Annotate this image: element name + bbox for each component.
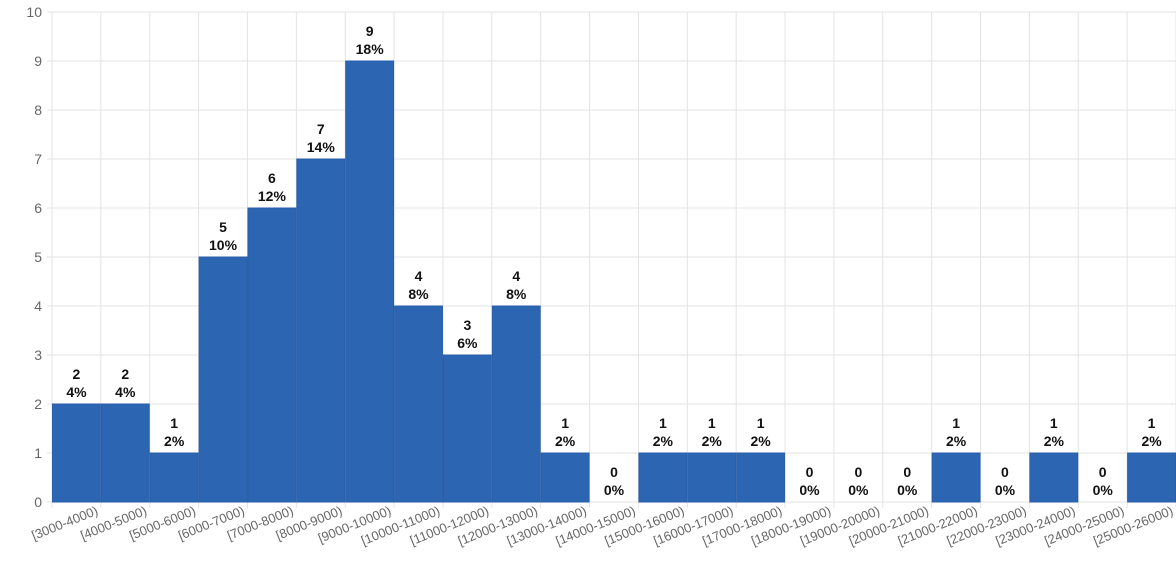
- y-tick-label: 7: [34, 151, 42, 167]
- y-tick-label: 3: [34, 347, 42, 363]
- y-tick-label: 4: [34, 298, 42, 314]
- bar-percent-label: 4%: [115, 384, 136, 400]
- bar-percent-label: 2%: [1141, 433, 1162, 449]
- bar-count-label: 1: [1148, 415, 1156, 431]
- bar-count-label: 0: [854, 464, 862, 480]
- bar-percent-label: 0%: [1093, 482, 1114, 498]
- bar-count-label: 2: [121, 366, 129, 382]
- bar: [296, 158, 346, 503]
- bar: [394, 305, 443, 503]
- bar-percent-label: 14%: [307, 139, 336, 155]
- bar: [100, 403, 150, 503]
- bar-percent-label: 10%: [209, 237, 238, 253]
- bar-count-label: 6: [268, 170, 276, 186]
- y-tick-label: 10: [26, 4, 42, 20]
- bar-count-label: 1: [708, 415, 716, 431]
- bar: [198, 256, 248, 503]
- bar: [1127, 452, 1176, 503]
- bar-percent-label: 0%: [799, 482, 820, 498]
- bar: [442, 354, 492, 503]
- bar: [931, 452, 981, 503]
- bar-count-label: 5: [219, 219, 227, 235]
- bar-count-label: 4: [415, 268, 423, 284]
- bar-percent-label: 0%: [995, 482, 1016, 498]
- bar-percent-label: 2%: [1044, 433, 1065, 449]
- bar-percent-label: 2%: [946, 433, 967, 449]
- bar: [736, 452, 786, 503]
- y-tick-label: 8: [34, 102, 42, 118]
- bar-percent-label: 18%: [356, 41, 385, 57]
- y-tick-label: 1: [34, 445, 42, 461]
- bar-count-label: 0: [903, 464, 911, 480]
- bar-count-label: 1: [952, 415, 960, 431]
- bar-percent-label: 2%: [555, 433, 576, 449]
- bar-count-label: 0: [1001, 464, 1009, 480]
- data-labels: 24%24%12%510%612%714%918%48%36%48%12%00%…: [66, 23, 1162, 498]
- bar-count-label: 1: [1050, 415, 1058, 431]
- bar-count-label: 7: [317, 121, 325, 137]
- bar: [52, 403, 101, 503]
- bar-percent-label: 2%: [750, 433, 771, 449]
- bar: [491, 305, 541, 503]
- y-tick-label: 6: [34, 200, 42, 216]
- bar-percent-label: 6%: [457, 335, 478, 351]
- bar: [638, 452, 688, 503]
- bar-percent-label: 8%: [506, 286, 527, 302]
- x-axis-ticks: [3000-4000)[4000-5000)[5000-6000)[6000-7…: [29, 503, 1175, 549]
- bar-count-label: 0: [1099, 464, 1107, 480]
- bar-percent-label: 2%: [702, 433, 723, 449]
- bar: [247, 207, 297, 503]
- y-tick-label: 2: [34, 396, 42, 412]
- bar-count-label: 0: [806, 464, 814, 480]
- bar-count-label: 1: [757, 415, 765, 431]
- bars: [52, 60, 1176, 503]
- bar: [149, 452, 199, 503]
- bar-percent-label: 8%: [408, 286, 429, 302]
- bar-count-label: 0: [610, 464, 618, 480]
- bar-count-label: 4: [512, 268, 520, 284]
- bar-percent-label: 12%: [258, 188, 287, 204]
- bar-count-label: 3: [463, 317, 471, 333]
- bar-percent-label: 0%: [604, 482, 625, 498]
- y-axis-ticks: 0 1 2 3 4 5 6 7 8 9 10: [26, 4, 42, 510]
- bar: [687, 452, 737, 503]
- bar: [1029, 452, 1079, 503]
- bar-count-label: 2: [73, 366, 81, 382]
- bar-percent-label: 2%: [164, 433, 185, 449]
- bar-percent-label: 0%: [897, 482, 918, 498]
- y-tick-label: 0: [34, 494, 42, 510]
- bar-percent-label: 0%: [848, 482, 869, 498]
- bar: [345, 60, 395, 503]
- bar-count-label: 9: [366, 23, 374, 39]
- y-tick-label: 5: [34, 249, 42, 265]
- bar-percent-label: 2%: [653, 433, 674, 449]
- bar-count-label: 1: [561, 415, 569, 431]
- bar-count-label: 1: [170, 415, 178, 431]
- bar-percent-label: 4%: [66, 384, 87, 400]
- bar: [540, 452, 590, 503]
- bar-count-label: 1: [659, 415, 667, 431]
- y-tick-label: 9: [34, 53, 42, 69]
